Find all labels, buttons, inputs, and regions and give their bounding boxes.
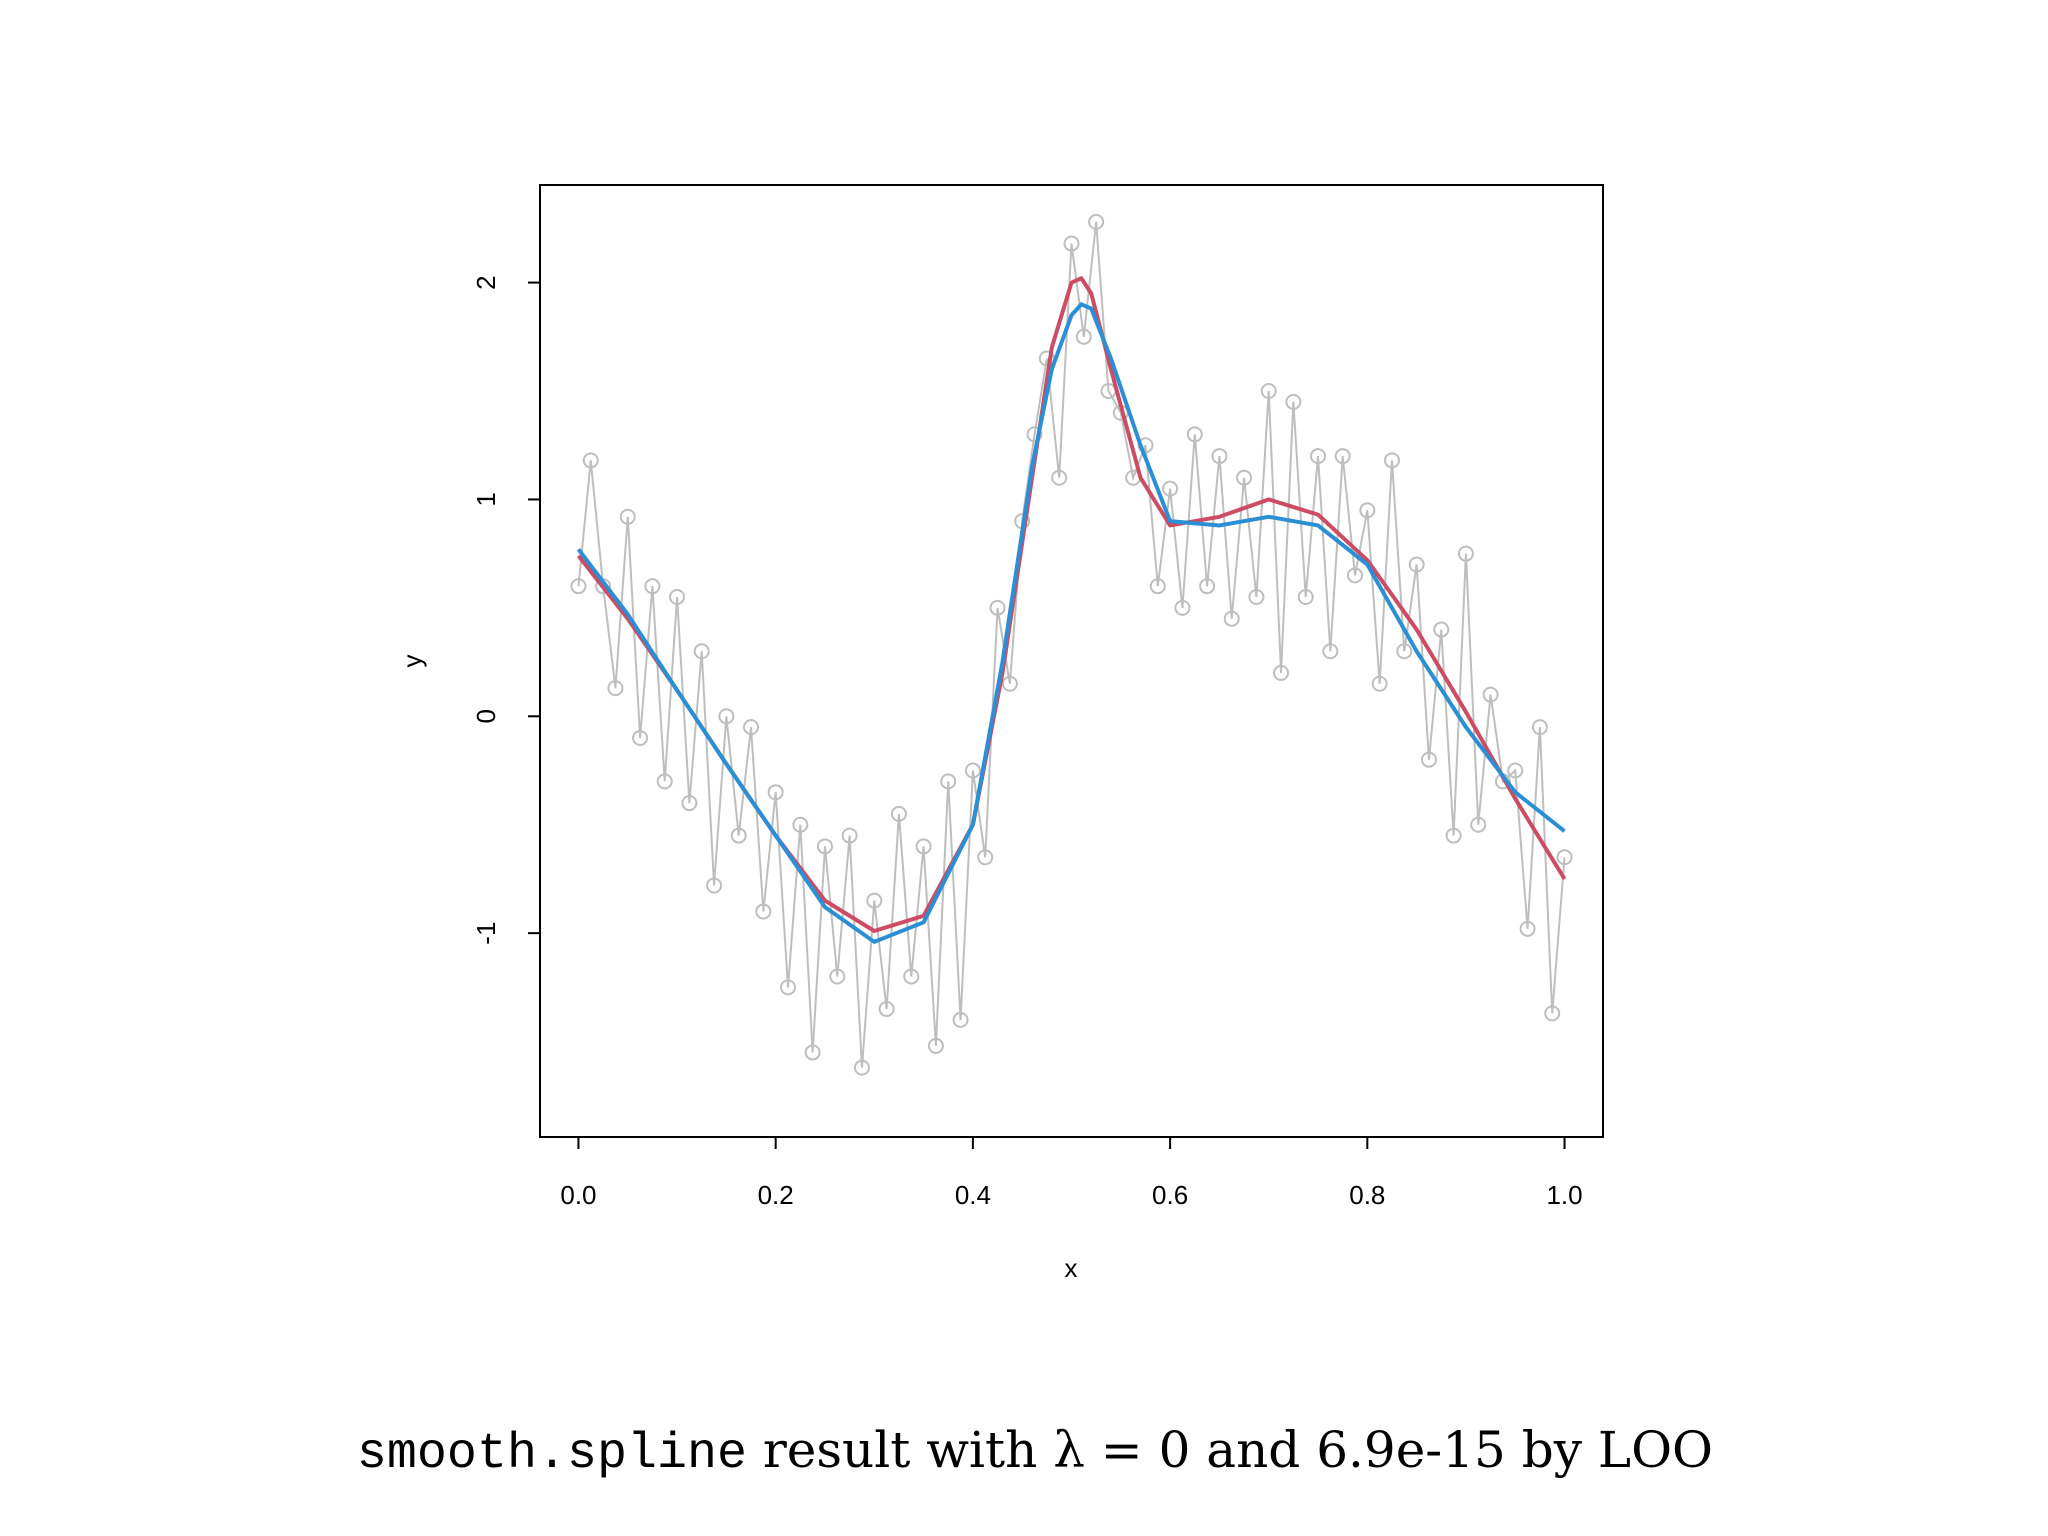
x-tick-label: 0.6 xyxy=(1152,1180,1188,1210)
data-point xyxy=(927,1037,944,1054)
data-point xyxy=(1420,751,1437,768)
data-point xyxy=(1556,849,1573,866)
data-point xyxy=(755,903,772,920)
data-point xyxy=(1174,599,1191,616)
data-point xyxy=(706,877,723,894)
data-point xyxy=(792,816,809,833)
data-point xyxy=(1359,502,1376,519)
data-point xyxy=(989,599,1006,616)
data-point xyxy=(1199,578,1216,595)
data-point xyxy=(730,827,747,844)
data-point xyxy=(1051,469,1068,486)
data-point xyxy=(1063,235,1080,252)
data-point xyxy=(1075,328,1092,345)
data-point xyxy=(1088,213,1105,230)
data-point xyxy=(1285,393,1302,410)
data-point xyxy=(829,968,846,985)
data-point xyxy=(1260,383,1277,400)
data-point xyxy=(669,589,686,606)
data-point xyxy=(1445,827,1462,844)
fit-line xyxy=(576,276,1567,933)
data-point xyxy=(1371,675,1388,692)
data-point xyxy=(1531,719,1548,736)
data-point xyxy=(890,805,907,822)
data-point xyxy=(693,643,710,660)
y-tick-label: 0 xyxy=(471,709,501,723)
data-point xyxy=(841,827,858,844)
data-point xyxy=(1211,448,1228,465)
x-tick-label: 0.0 xyxy=(560,1180,596,1210)
chart-title: smooth.spline result with λ = 0 and 6.9e… xyxy=(357,1421,1713,1483)
data-point xyxy=(1457,545,1474,562)
x-tick-label: 1.0 xyxy=(1546,1180,1582,1210)
data-point xyxy=(1334,448,1351,465)
data-point xyxy=(903,968,920,985)
data-point xyxy=(681,795,698,812)
data-point xyxy=(952,1011,969,1028)
data-point xyxy=(1310,448,1327,465)
data-point xyxy=(632,729,649,746)
data-point xyxy=(1223,610,1240,627)
x-axis-label: x xyxy=(1065,1253,1078,1283)
x-tick-label: 0.8 xyxy=(1349,1180,1385,1210)
y-tick-label: -1 xyxy=(471,922,501,945)
data-point xyxy=(866,892,883,909)
data-point xyxy=(1519,920,1536,937)
data-point xyxy=(767,784,784,801)
y-tick-label: 2 xyxy=(471,275,501,289)
data-point xyxy=(1408,556,1425,573)
data-point xyxy=(915,838,932,855)
data-point xyxy=(1186,426,1203,443)
data-point xyxy=(1236,469,1253,486)
data-point xyxy=(1322,643,1339,660)
data-point xyxy=(977,849,994,866)
data-point xyxy=(1001,675,1018,692)
data-point xyxy=(878,1001,895,1018)
title-text: result with λ = 0 and 6.9e-15 by LOO xyxy=(763,1421,1713,1479)
data-point xyxy=(607,680,624,697)
data-point xyxy=(1248,589,1265,606)
data-point xyxy=(1482,686,1499,703)
data-point xyxy=(1162,480,1179,497)
data-point xyxy=(1396,643,1413,660)
data-point xyxy=(582,452,599,469)
data-point xyxy=(853,1059,870,1076)
data-point xyxy=(1297,589,1314,606)
data-point xyxy=(1026,426,1043,443)
data-point xyxy=(816,838,833,855)
data-point xyxy=(1346,567,1363,584)
data-point xyxy=(718,708,735,725)
data-point xyxy=(570,578,587,595)
data-point xyxy=(1544,1005,1561,1022)
data-point xyxy=(1433,621,1450,638)
data-point xyxy=(780,979,797,996)
data-point xyxy=(1273,664,1290,681)
data-point xyxy=(743,719,760,736)
fit-line xyxy=(576,302,1566,944)
y-tick-label: 1 xyxy=(471,492,501,506)
x-tick-label: 0.2 xyxy=(758,1180,794,1210)
y-axis-label: y xyxy=(397,655,427,668)
data-point xyxy=(1383,452,1400,469)
data-point xyxy=(804,1044,821,1061)
data-point xyxy=(644,578,661,595)
data-point xyxy=(964,762,981,779)
data-point xyxy=(619,508,636,525)
data-point xyxy=(1470,816,1487,833)
data-point xyxy=(940,773,957,790)
data-point xyxy=(1149,578,1166,595)
data-point xyxy=(656,773,673,790)
x-tick-label: 0.4 xyxy=(955,1180,991,1210)
data-point xyxy=(1507,762,1524,779)
title-code: smooth.spline xyxy=(357,1426,747,1483)
data-line xyxy=(577,221,1566,1068)
